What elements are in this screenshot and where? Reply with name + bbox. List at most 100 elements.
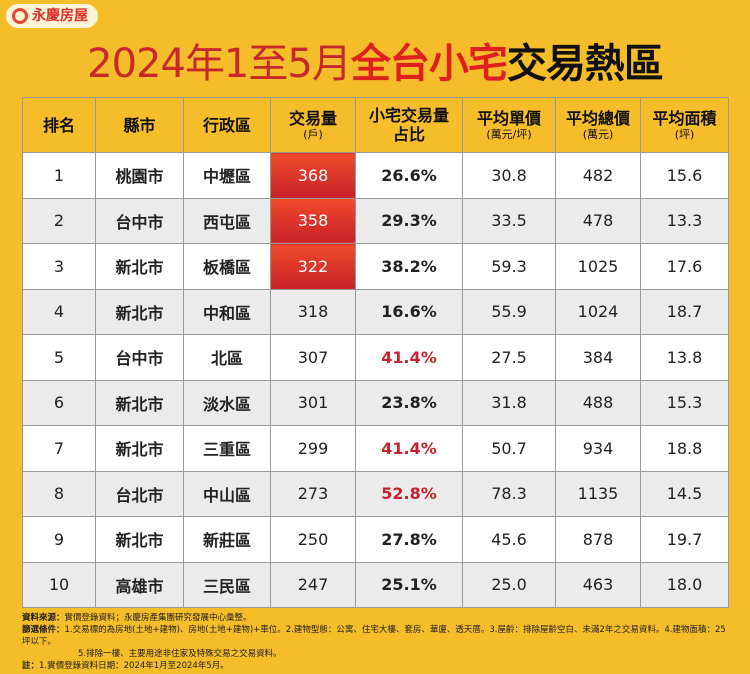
- table-cell: 三民區: [183, 561, 271, 608]
- title-part: 2024年1至5月: [87, 41, 352, 87]
- table: 排名 縣市 行政區 交易量 (戶) 小宅交易量 占比 平均單價 (萬元/坪) 平均總價 (萬元) 平均…: [22, 97, 729, 608]
- table-row: 3 新北市 板橋區 322 38.2% 59.3 1025 17.6: [22, 243, 729, 290]
- table-cell: 19.7: [640, 516, 729, 563]
- table-cell: 台中市: [95, 334, 184, 381]
- note-label: 篩選條件：: [22, 625, 65, 635]
- table-cell: 299: [270, 425, 356, 472]
- table-cell: 中和區: [183, 288, 271, 335]
- table-cell: 482: [555, 152, 641, 199]
- table-cell: 台北市: [95, 470, 184, 517]
- table-cell: 新北市: [95, 288, 184, 335]
- table-cell: 18.8: [640, 425, 729, 472]
- note-text: 實價登錄資料；永慶房產集團研究發展中心彙整。: [64, 613, 252, 623]
- table-cell: 13.8: [640, 334, 729, 381]
- table-cell: 273: [270, 470, 356, 517]
- table-cell: 318: [270, 288, 356, 335]
- table-cell: 14.5: [640, 470, 729, 517]
- table-cell: 三重區: [183, 425, 271, 472]
- table-cell: 301: [270, 379, 356, 426]
- table-cell: 新北市: [95, 516, 184, 563]
- table-cell: 41.4%: [355, 334, 463, 381]
- table-cell: 9: [22, 516, 96, 563]
- header-line: 交易量: [288, 108, 337, 128]
- table-cell: 38.2%: [355, 243, 463, 290]
- table-cell: 17.6: [640, 243, 729, 290]
- table-cell: 33.5: [462, 197, 556, 244]
- header-line: 平均總價: [565, 108, 630, 128]
- table-cell: 3: [22, 243, 96, 290]
- table-cell: 934: [555, 425, 641, 472]
- table-cell: 45.6: [462, 516, 556, 563]
- table-cell: 50.7: [462, 425, 556, 472]
- table-cell: 307: [270, 334, 356, 381]
- table-row: 1 桃園市 中壢區 368 26.6% 30.8 482 15.6: [22, 152, 729, 199]
- header-cell: 平均單價 (萬元/坪): [462, 97, 556, 153]
- table-cell: 板橋區: [183, 243, 271, 290]
- header-cell: 平均總價 (萬元): [555, 97, 641, 153]
- table-cell: 新北市: [95, 425, 184, 472]
- table-cell: 488: [555, 379, 641, 426]
- note-text: 1.實價登錄資料日期：2024年1月至2024年5月。: [39, 661, 229, 671]
- note-label: 註：: [22, 661, 40, 671]
- table-cell: 23.8%: [355, 379, 463, 426]
- header-cell: 小宅交易量 占比: [355, 97, 463, 153]
- header-unit: (坪): [674, 127, 695, 141]
- table-cell: 13.3: [640, 197, 729, 244]
- header-cell: 縣市: [95, 97, 184, 153]
- header-cell: 平均面積 (坪): [640, 97, 729, 153]
- header-line: 小宅交易量: [368, 106, 449, 125]
- table-cell: 8: [22, 470, 96, 517]
- table-cell: 25.1%: [355, 561, 463, 608]
- table-cell: 高雄市: [95, 561, 184, 608]
- header-line: 行政區: [202, 115, 251, 135]
- table-cell: 7: [22, 425, 96, 472]
- table-cell: 30.8: [462, 152, 556, 199]
- logo: 永慶房屋: [6, 4, 98, 28]
- table-cell: 北區: [183, 334, 271, 381]
- table-cell: 新北市: [95, 243, 184, 290]
- header-line: 平均單價: [476, 108, 541, 128]
- table-cell: 27.8%: [355, 516, 463, 563]
- table-cell: 桃園市: [95, 152, 184, 199]
- table-cell: 247: [270, 561, 356, 608]
- table-cell: 463: [555, 561, 641, 608]
- title-part: 交易熱區: [506, 41, 664, 87]
- table-cell: 6: [22, 379, 96, 426]
- table-cell: 878: [555, 516, 641, 563]
- notes: 資料來源：實價登錄資料；永慶房產集團研究發展中心彙整。 篩選條件：1.交易標的為…: [22, 612, 728, 672]
- table-cell: 55.9: [462, 288, 556, 335]
- table-cell: 台中市: [95, 197, 184, 244]
- table-cell: 16.6%: [355, 288, 463, 335]
- table-row: 9 新北市 新莊區 250 27.8% 45.6 878 19.7: [22, 516, 729, 563]
- table-cell: 新莊區: [183, 516, 271, 563]
- table-cell: 368: [270, 152, 356, 199]
- brand: 永慶房屋: [32, 8, 88, 24]
- table-cell: 西屯區: [183, 197, 271, 244]
- table-cell: 18.0: [640, 561, 729, 608]
- header-line: 縣市: [123, 115, 156, 135]
- table-cell: 15.3: [640, 379, 729, 426]
- table-cell: 29.3%: [355, 197, 463, 244]
- table-cell: 384: [555, 334, 641, 381]
- table-cell: 31.8: [462, 379, 556, 426]
- table-cell: 淡水區: [183, 379, 271, 426]
- table-cell: 25.0: [462, 561, 556, 608]
- header-cell: 交易量 (戶): [270, 97, 356, 153]
- table-cell: 26.6%: [355, 152, 463, 199]
- header-unit: (萬元/坪): [486, 127, 532, 141]
- table-cell: 41.4%: [355, 425, 463, 472]
- header-line: 排名: [42, 115, 75, 135]
- table-cell: 15.6: [640, 152, 729, 199]
- table-cell: 322: [270, 243, 356, 290]
- header-cell: 排名: [22, 97, 96, 153]
- table-cell: 250: [270, 516, 356, 563]
- note-text: 1.交易標的為房地(土地+建物)、房地(土地+建物)+車位。2.建物型態：公寓、…: [22, 625, 726, 647]
- header-line: 占比: [392, 125, 425, 144]
- header-unit: (萬元): [582, 127, 614, 141]
- header-cell: 行政區: [183, 97, 271, 153]
- table-row: 5 台中市 北區 307 41.4% 27.5 384 13.8: [22, 334, 729, 381]
- table-cell: 新北市: [95, 379, 184, 426]
- table-cell: 1025: [555, 243, 641, 290]
- table-cell: 5: [22, 334, 96, 381]
